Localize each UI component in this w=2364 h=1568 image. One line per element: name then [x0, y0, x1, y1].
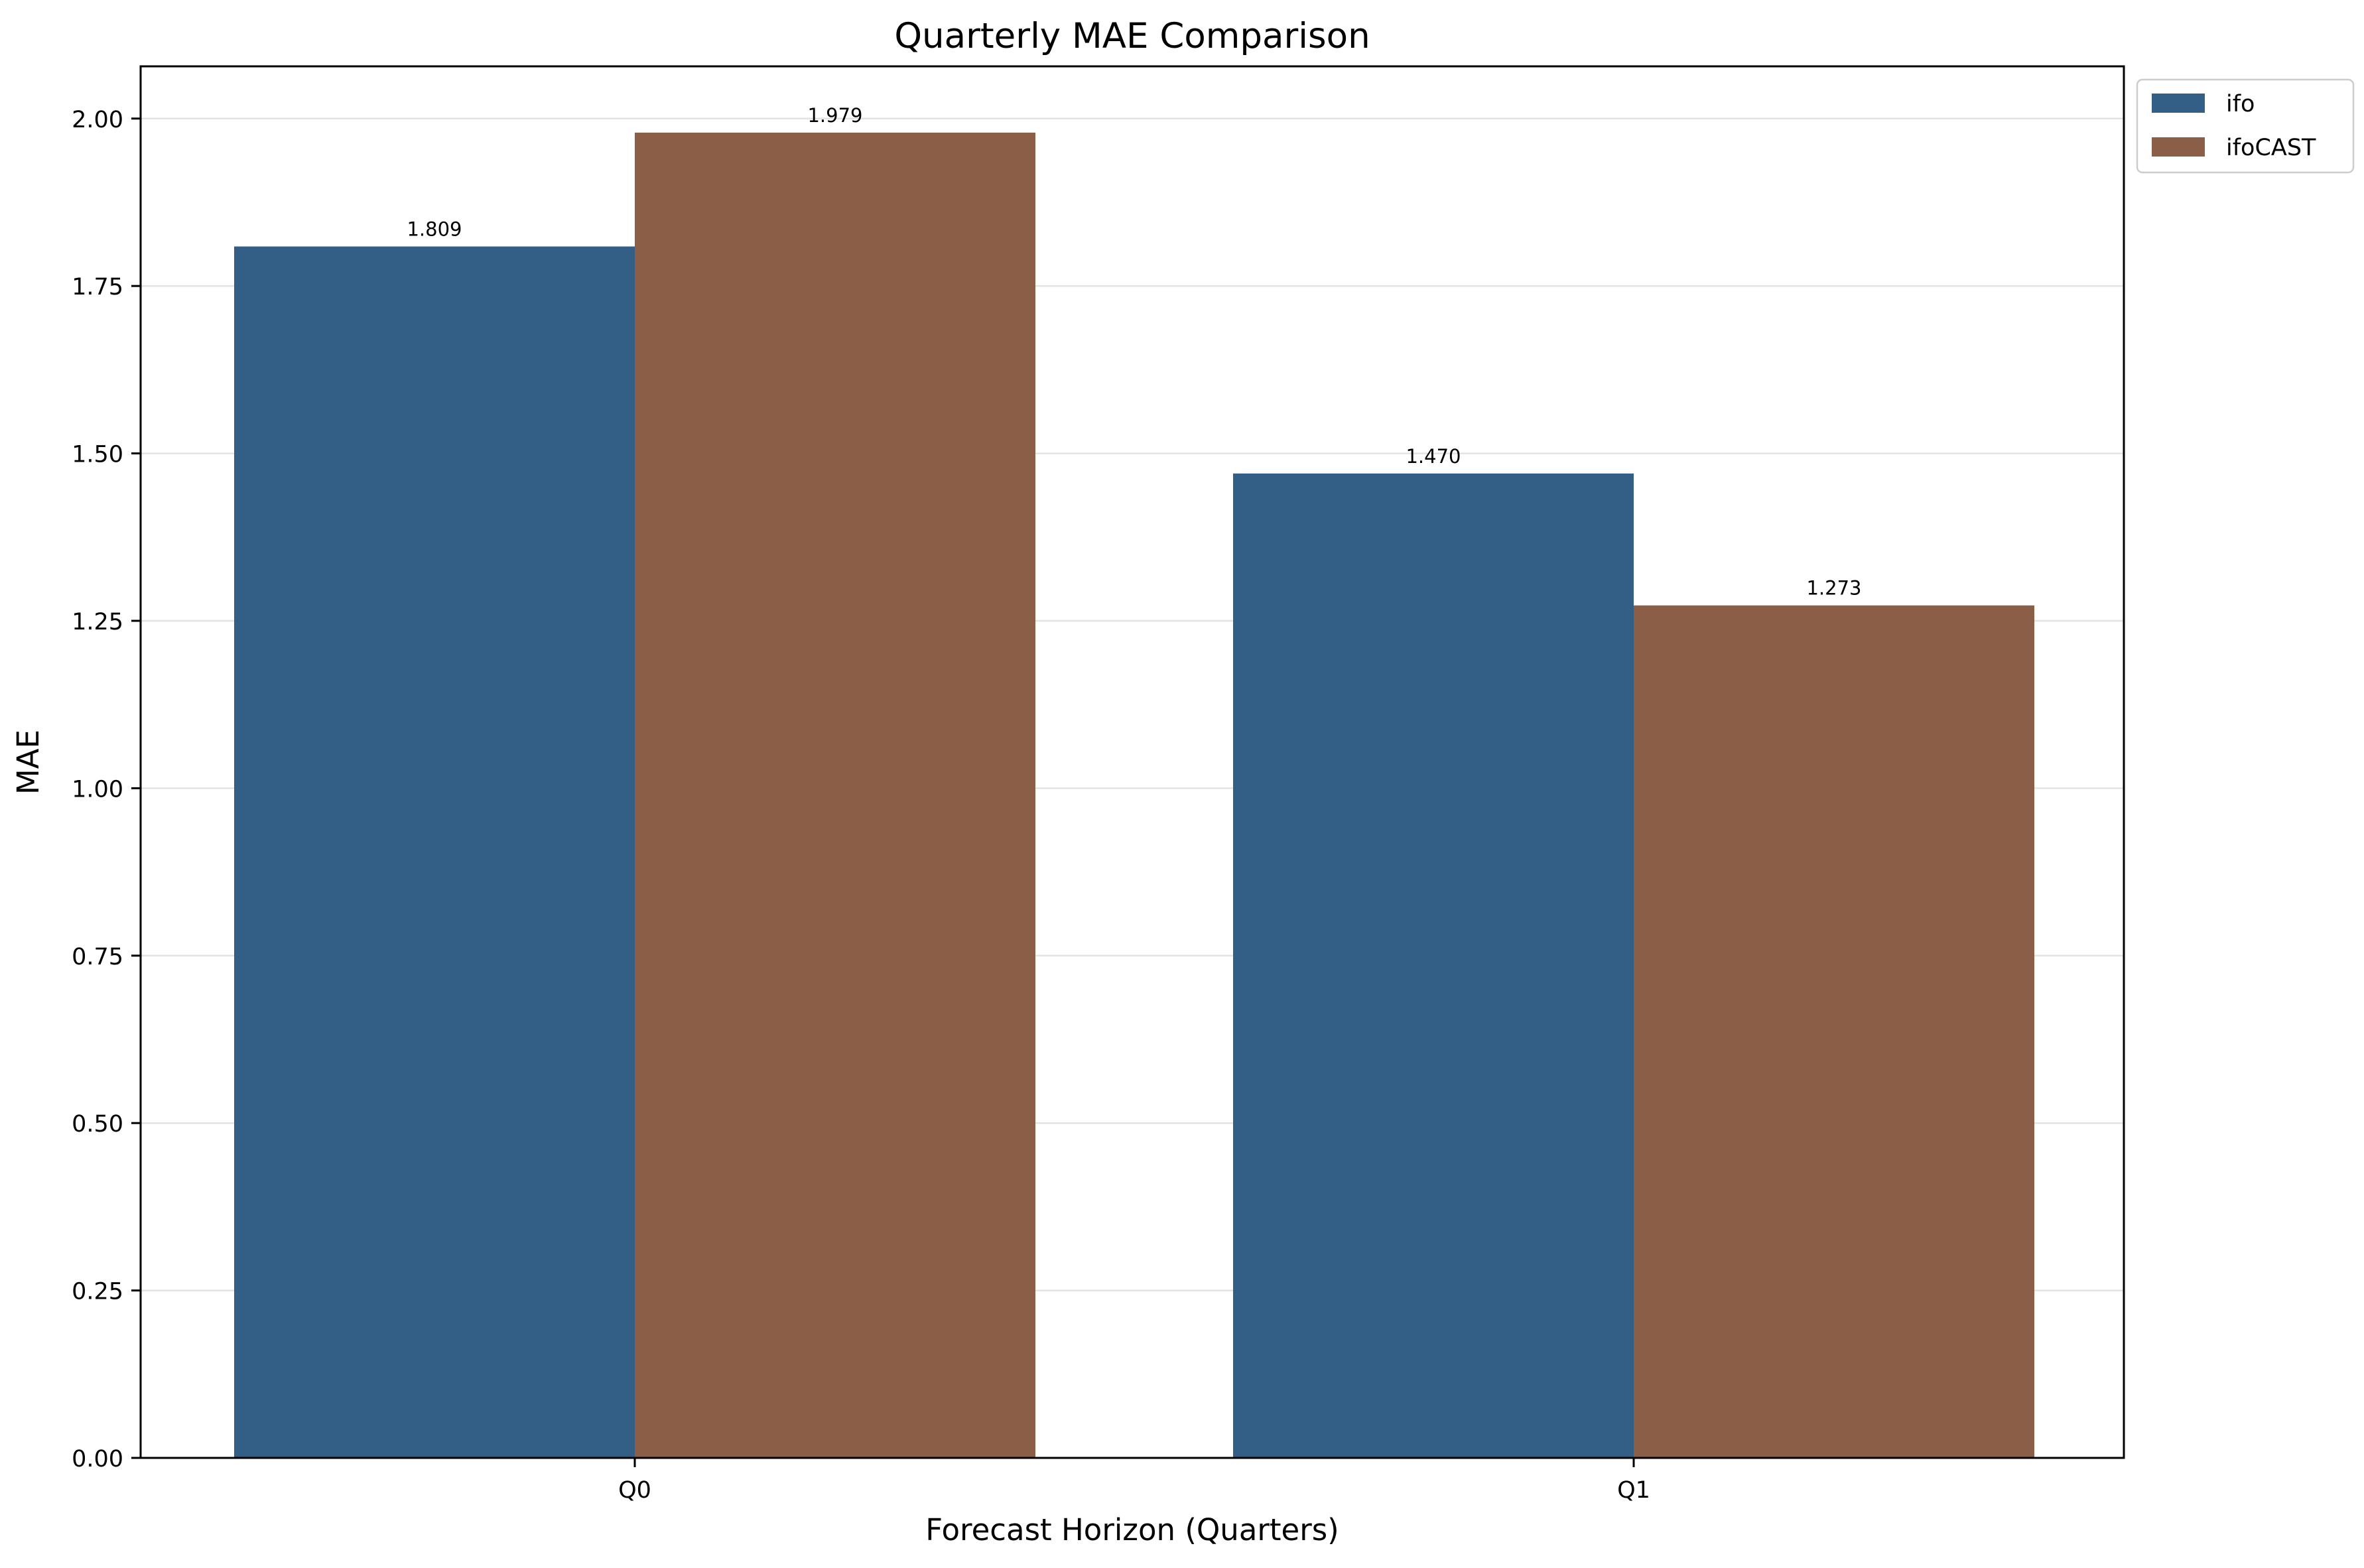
- bar-value-label: 1.809: [407, 218, 462, 241]
- y-axis-ticks: 0.00 0.25 0.50 0.75 1.00 1.25 1.50 1.75 2.00: [72, 107, 141, 1472]
- bar-ifo-Q0: [234, 246, 635, 1459]
- y-tick-label: 1.50: [72, 442, 123, 468]
- x-tick-label: Q0: [618, 1477, 651, 1504]
- y-tick-label: 0.50: [72, 1111, 123, 1138]
- bar-ifoCAST-Q0: [635, 132, 1035, 1458]
- legend-swatch: [2152, 94, 2205, 113]
- y-tick-label: 1.00: [72, 776, 123, 803]
- legend-swatch: [2152, 137, 2205, 157]
- bar-value-label: 1.979: [807, 104, 862, 127]
- bars: [234, 132, 2034, 1459]
- x-axis-label: Forecast Horizon (Quarters): [925, 1512, 1339, 1547]
- x-axis-ticks: Q0 Q1: [618, 1458, 1650, 1504]
- bar-ifoCAST-Q1: [1634, 605, 2034, 1459]
- x-tick-label: Q1: [1617, 1477, 1650, 1504]
- y-tick-label: 1.75: [72, 274, 123, 300]
- bar-value-labels: 1.809 1.979 1.470 1.273: [407, 104, 1861, 600]
- bar-ifo-Q1: [1233, 473, 1634, 1458]
- bar-value-label: 1.273: [1806, 577, 1861, 600]
- y-tick-label: 0.00: [72, 1446, 123, 1472]
- y-tick-label: 2.00: [72, 107, 123, 133]
- plot-frame: [139, 65, 2125, 1459]
- bar-value-label: 1.470: [1406, 445, 1461, 468]
- y-tick-label: 0.25: [72, 1279, 123, 1305]
- y-axis-label: MAE: [11, 730, 46, 795]
- legend: ifo ifoCAST: [2136, 78, 2355, 174]
- y-tick-label: 1.25: [72, 609, 123, 635]
- legend-label: ifo: [2226, 91, 2255, 117]
- chart-title: Quarterly MAE Comparison: [894, 16, 1370, 56]
- y-tick-label: 0.75: [72, 944, 123, 970]
- legend-label: ifoCAST: [2226, 135, 2316, 161]
